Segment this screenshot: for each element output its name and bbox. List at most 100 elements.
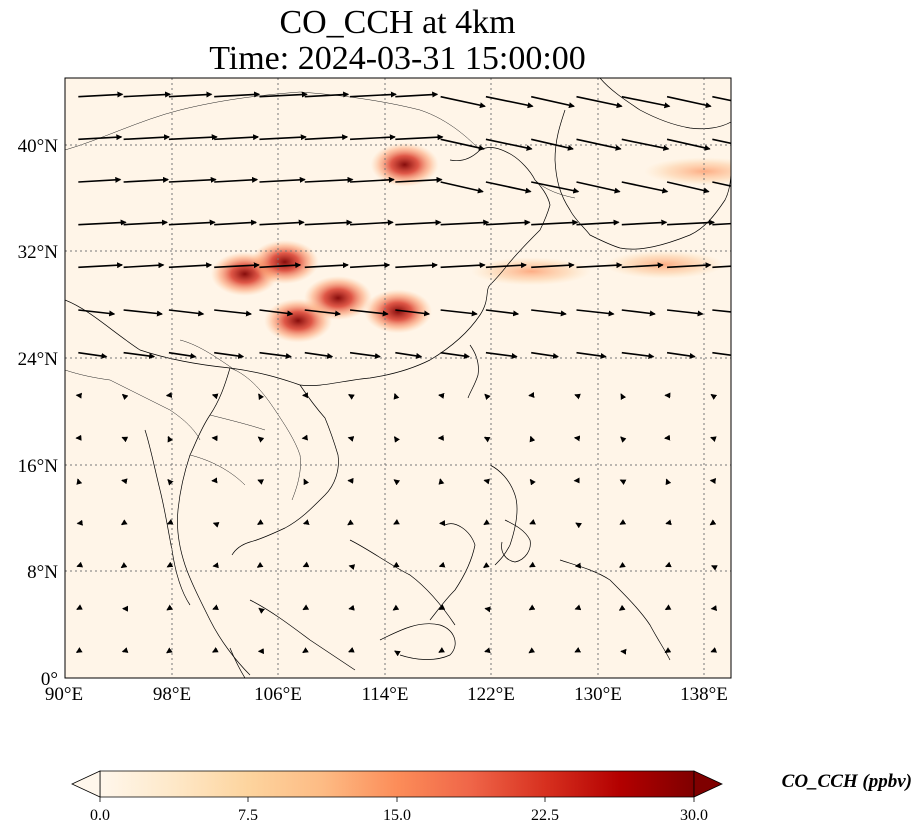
lon-tick-label: 138°E [680, 684, 728, 705]
lon-tick-label: 90°E [45, 684, 83, 705]
wind-arrow [440, 95, 486, 109]
wind-arrow [712, 95, 731, 102]
wind-arrow [259, 91, 308, 98]
wind-arrow [576, 95, 623, 109]
wind-arrow [211, 647, 219, 653]
wind-arrow [395, 262, 438, 269]
wind-arrow [393, 519, 400, 525]
wind-arrow [438, 604, 446, 610]
wind-arrow [166, 647, 173, 654]
wind-arrow [392, 561, 400, 568]
wind-arrow [168, 262, 213, 269]
lat-tick-label: 16°N [18, 456, 59, 477]
wind-arrow [667, 219, 716, 226]
wind-arrow [531, 181, 580, 194]
wind-arrow [531, 309, 567, 317]
wind-arrow [78, 262, 124, 269]
wind-arrow [120, 519, 128, 526]
co-plume [370, 142, 439, 187]
wind-arrow [121, 436, 129, 443]
wind-arrow [259, 134, 307, 141]
wind-arrow [350, 91, 397, 98]
wind-arrow [665, 478, 672, 486]
wind-arrow [528, 561, 536, 568]
lat-tick-label: 40°N [18, 136, 59, 157]
wind-arrow [393, 436, 400, 443]
wind-arrow [78, 219, 127, 226]
colorbar-extend-min [71, 770, 101, 798]
wind-arrow [78, 91, 124, 98]
wind-arrow [168, 176, 217, 183]
wind-arrow [123, 219, 168, 226]
wind-arrow [123, 134, 171, 141]
wind-arrow [167, 435, 174, 443]
wind-arrow [304, 219, 353, 226]
wind-arrow [531, 219, 579, 226]
wind-arrow [621, 351, 655, 360]
wind-arrow [483, 562, 490, 569]
wind-arrow [393, 479, 401, 486]
wind-arrow [304, 134, 349, 141]
colorbar-tick-label: 22.5 [531, 807, 559, 824]
wind-arrow [123, 309, 163, 317]
wind-arrow [349, 262, 391, 269]
lon-tick-label: 106°E [254, 684, 302, 705]
wind-arrow [395, 91, 439, 98]
co-plume [250, 240, 319, 284]
wind-arrow [621, 262, 664, 269]
wind-arrow [214, 309, 252, 317]
co-plume [471, 257, 592, 286]
wind-arrow [214, 91, 261, 98]
wind-arrow [166, 519, 174, 525]
wind-arrow [664, 647, 672, 654]
co-plume [604, 250, 725, 279]
co-concentration-field [210, 142, 731, 343]
wind-arrow [664, 604, 672, 611]
wind-arrow [214, 262, 260, 269]
wind-arrow [484, 393, 491, 401]
wind-arrow [395, 219, 442, 226]
colorbar-tick-label: 15.0 [383, 807, 411, 824]
wind-arrow [302, 561, 310, 568]
wind-arrow [259, 262, 302, 269]
wind-arrow [485, 262, 527, 269]
wind-arrow [168, 91, 213, 98]
wind-arrow [712, 351, 731, 356]
wind-arrow [304, 309, 342, 317]
wind-arrow [621, 181, 669, 194]
wind-arrow [618, 604, 626, 611]
wind-arrow [619, 561, 626, 568]
wind-arrow [666, 95, 712, 109]
wind-arrow [440, 181, 484, 194]
lon-tick-label: 114°E [362, 684, 409, 705]
wind-arrow [621, 219, 668, 226]
wind-arrow [259, 176, 306, 183]
wind-arrow [440, 262, 486, 269]
wind-arrow [214, 219, 258, 226]
wind-arrow [349, 351, 381, 359]
wind-arrow [576, 351, 607, 359]
wind-arrow [712, 309, 731, 313]
wind-arrow [120, 562, 128, 569]
wind-arrow [257, 519, 264, 525]
wind-arrow [621, 309, 656, 317]
wind-arrow [709, 519, 717, 526]
wind-arrow [123, 91, 172, 98]
wind-arrow [621, 138, 670, 151]
wind-arrow [485, 138, 533, 151]
co-plume [304, 276, 373, 320]
wind-arrow [214, 176, 259, 183]
wind-arrow [304, 91, 350, 98]
map-panel [64, 77, 732, 679]
wind-arrow [666, 181, 710, 194]
wind-arrow [531, 262, 575, 269]
wind-arrow [712, 181, 731, 187]
wind-arrow [257, 479, 264, 485]
wind-vectors [75, 91, 731, 657]
wind-arrow [78, 309, 116, 317]
wind-arrow [123, 262, 165, 269]
wind-arrow [576, 138, 622, 151]
wind-arrow [166, 561, 174, 568]
wind-arrow [712, 222, 731, 226]
